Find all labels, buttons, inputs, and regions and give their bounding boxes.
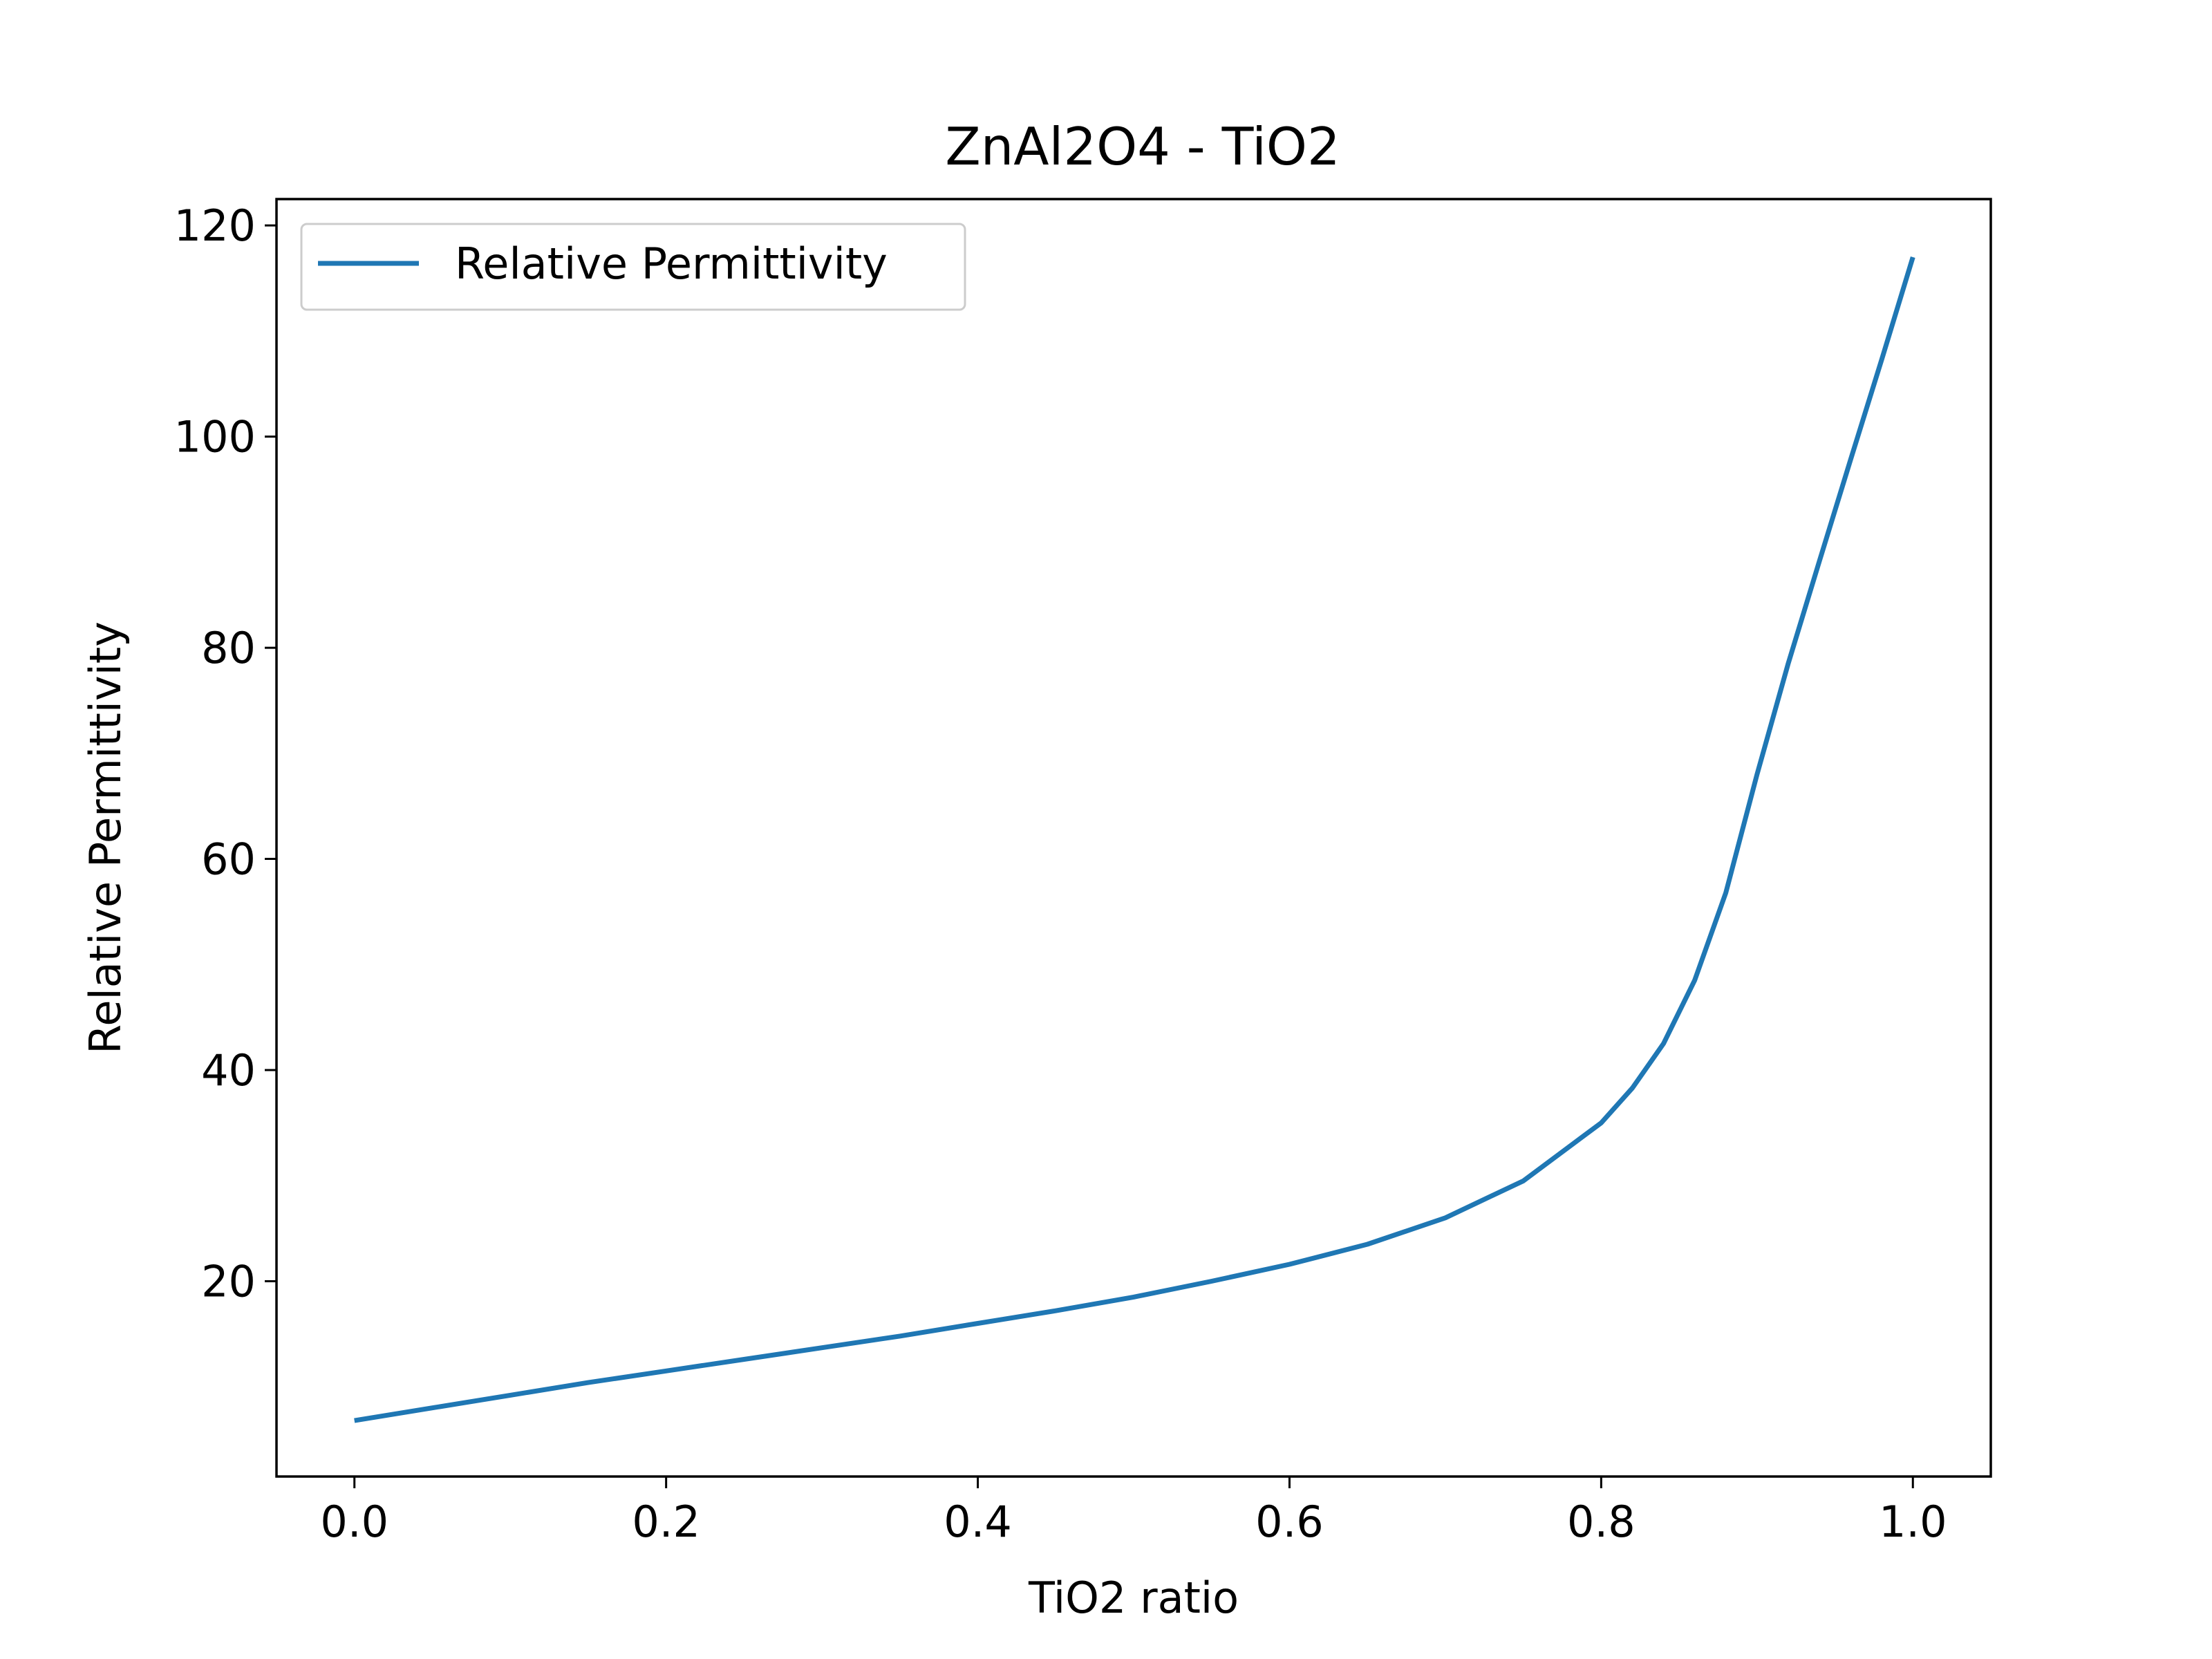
y-tick-label: 60 [201,834,256,885]
x-tick-label: 0.0 [320,1497,388,1547]
chart-title: ZnAl2O4 - TiO2 [945,116,1340,177]
legend-entry-label: Relative Permittivity [455,238,888,289]
y-tick-label: 40 [201,1045,256,1096]
x-tick-label: 0.4 [944,1497,1012,1547]
x-tick-label: 0.2 [632,1497,700,1547]
legend: Relative Permittivity [300,223,966,311]
y-tick-label: 20 [201,1256,256,1306]
y-tick-label: 100 [174,412,256,462]
y-tick-label: 80 [201,623,256,673]
series-line-relative-permittivity [354,256,1915,1423]
plot-line-layer [354,256,1915,1423]
x-tick-label: 1.0 [1879,1497,1947,1547]
x-tick-label: 0.6 [1255,1497,1324,1547]
x-tick-label: 0.8 [1567,1497,1635,1547]
plot-area-frame [275,198,1992,1478]
y-axis: 20 40 60 80 100 120 [174,200,276,1306]
y-axis-label: Relative Permittivity [80,621,131,1054]
x-axis: 0.0 0.2 0.4 0.6 0.8 1.0 [320,1477,1947,1547]
y-tick-label: 120 [174,200,256,251]
x-axis-label: TiO2 ratio [1028,1573,1239,1623]
legend-box [300,223,966,311]
